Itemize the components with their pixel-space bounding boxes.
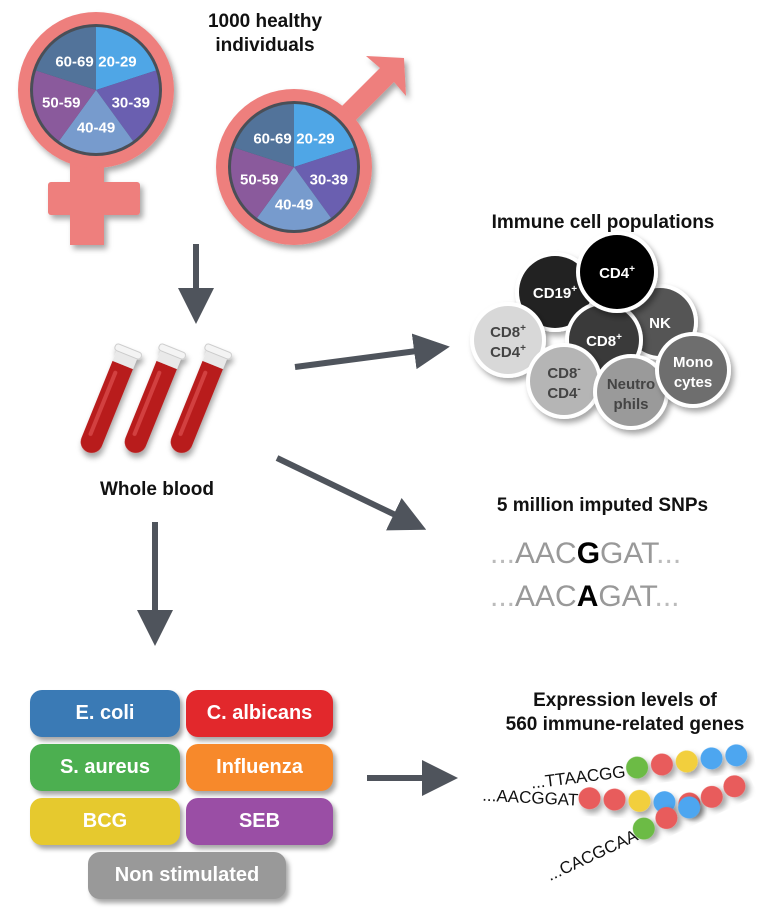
svg-text:phils: phils bbox=[613, 396, 648, 413]
pie-slice-30-39 bbox=[294, 147, 357, 218]
svg-text:CD8+: CD8+ bbox=[490, 323, 526, 341]
arrow-to-snps bbox=[275, 455, 427, 531]
expression-title-line1: Expression levels of bbox=[533, 690, 717, 711]
svg-text:cytes: cytes bbox=[674, 374, 712, 391]
blood-tubes bbox=[80, 343, 233, 453]
expression-bead bbox=[632, 817, 655, 840]
pie-slice-40-49 bbox=[58, 90, 134, 153]
cell-neutrophils: Neutro phils bbox=[593, 354, 669, 430]
expression-bead bbox=[603, 788, 626, 811]
arrow-to-cells bbox=[294, 333, 450, 370]
immune-cells-title: Immune cell populations bbox=[491, 212, 715, 233]
stimulus-bcg: BCG bbox=[30, 798, 180, 845]
pie-label: 50-59 bbox=[42, 94, 80, 111]
blood-label: Whole blood bbox=[100, 479, 214, 500]
pie-slice-50-59 bbox=[33, 70, 96, 141]
pie-slice-40-49 bbox=[256, 167, 332, 231]
population-title-line2: individuals bbox=[215, 35, 315, 56]
pie-label: 30-39 bbox=[310, 171, 348, 188]
pie-label: 40-49 bbox=[275, 197, 313, 214]
svg-text:Mono: Mono bbox=[673, 354, 713, 371]
expression-bead bbox=[675, 750, 698, 773]
expression-bead bbox=[723, 775, 746, 798]
expression-bead bbox=[655, 806, 678, 829]
blood-tube bbox=[124, 343, 187, 453]
stimulus-s-aureus: S. aureus bbox=[30, 744, 180, 791]
expression-bead bbox=[725, 744, 748, 767]
stimulus-non-stimulated: Non stimulated bbox=[88, 852, 286, 899]
pie-label: 50-59 bbox=[240, 171, 278, 188]
snp-sequences: ...AACGGAT... ...AACAGAT... bbox=[490, 537, 681, 613]
expression-bead bbox=[700, 785, 723, 808]
cell-monocytes: Mono cytes bbox=[655, 332, 731, 408]
pie-label: 60-69 bbox=[253, 130, 291, 147]
cell-cd4: CD4+ bbox=[576, 231, 658, 313]
snp-seq-2: ...AACAGAT... bbox=[490, 580, 680, 613]
pie-label: 60-69 bbox=[55, 53, 93, 70]
pie-slice-60-69 bbox=[36, 27, 96, 90]
snps-title: 5 million imputed SNPs bbox=[496, 495, 709, 516]
pie-slice-20-29 bbox=[96, 27, 156, 90]
population-title-line1: 1000 healthy bbox=[207, 11, 323, 32]
cell-cd8-cd4-: CD8- CD4- bbox=[526, 343, 602, 419]
snp-seq-1: ...AACGGAT... bbox=[490, 537, 681, 570]
expression-bead bbox=[626, 756, 649, 779]
pie-slice-60-69 bbox=[234, 104, 294, 167]
svg-text:NK: NK bbox=[649, 315, 671, 332]
female-age-pie: 20-29 30-39 40-49 50-59 60-69 bbox=[30, 24, 162, 156]
cell-cd8-cd4-: CD8+ CD4+ bbox=[470, 302, 546, 378]
pie-label: 40-49 bbox=[77, 120, 115, 137]
expression-bead bbox=[678, 796, 701, 819]
pie-label: 20-29 bbox=[296, 130, 334, 147]
svg-text:CD4+: CD4+ bbox=[490, 343, 526, 361]
svg-text:CD8-: CD8- bbox=[547, 364, 580, 382]
stimulus-c-albicans: C. albicans bbox=[186, 690, 333, 737]
stimulus-e-coli: E. coli bbox=[30, 690, 180, 737]
cell-cd19: CD19+ bbox=[515, 252, 595, 332]
svg-text:CD4+: CD4+ bbox=[599, 264, 635, 282]
strand-sequence: ...CACGCAA bbox=[544, 826, 642, 885]
pie-label: 30-39 bbox=[112, 94, 150, 111]
population-title: 1000 healthy individuals bbox=[190, 10, 340, 58]
strand-sequence: ...AACGGAT bbox=[482, 786, 579, 810]
immune-cell-cluster: CD19+ NK CD8+ CD4+ CD8+ CD4+ CD8- CD4- Neutro phi… bbox=[470, 231, 731, 430]
expression-title: Expression levels of 560 immune-related … bbox=[480, 689, 770, 737]
stimulus-influenza: Influenza bbox=[186, 744, 333, 791]
stimulus-seb: SEB bbox=[186, 798, 333, 845]
flow-arrows bbox=[137, 244, 458, 796]
expression-title-line2: 560 immune-related genes bbox=[505, 714, 745, 735]
pie-slice-30-39 bbox=[96, 70, 159, 141]
pie-label: 20-29 bbox=[98, 53, 136, 70]
pie-slice-20-29 bbox=[294, 104, 354, 167]
expression-bead bbox=[628, 789, 651, 812]
expression-bead bbox=[700, 747, 723, 770]
pie-slice-50-59 bbox=[231, 147, 294, 218]
male-age-pie: 20-29 30-39 40-49 50-59 60-69 bbox=[228, 101, 360, 233]
svg-text:Neutro: Neutro bbox=[607, 376, 655, 393]
expression-strands: ...TTAACGG...AACGGAT ...CACGCAA bbox=[469, 744, 759, 890]
blood-tube bbox=[80, 343, 143, 453]
expression-strand: ...TTAACGG bbox=[519, 744, 759, 794]
expression-bead bbox=[650, 753, 673, 776]
svg-text:CD4-: CD4- bbox=[547, 384, 580, 402]
blood-tube bbox=[170, 343, 233, 453]
expression-bead bbox=[578, 787, 601, 810]
svg-text:CD19+: CD19+ bbox=[533, 284, 577, 302]
svg-text:CD8+: CD8+ bbox=[586, 332, 622, 350]
